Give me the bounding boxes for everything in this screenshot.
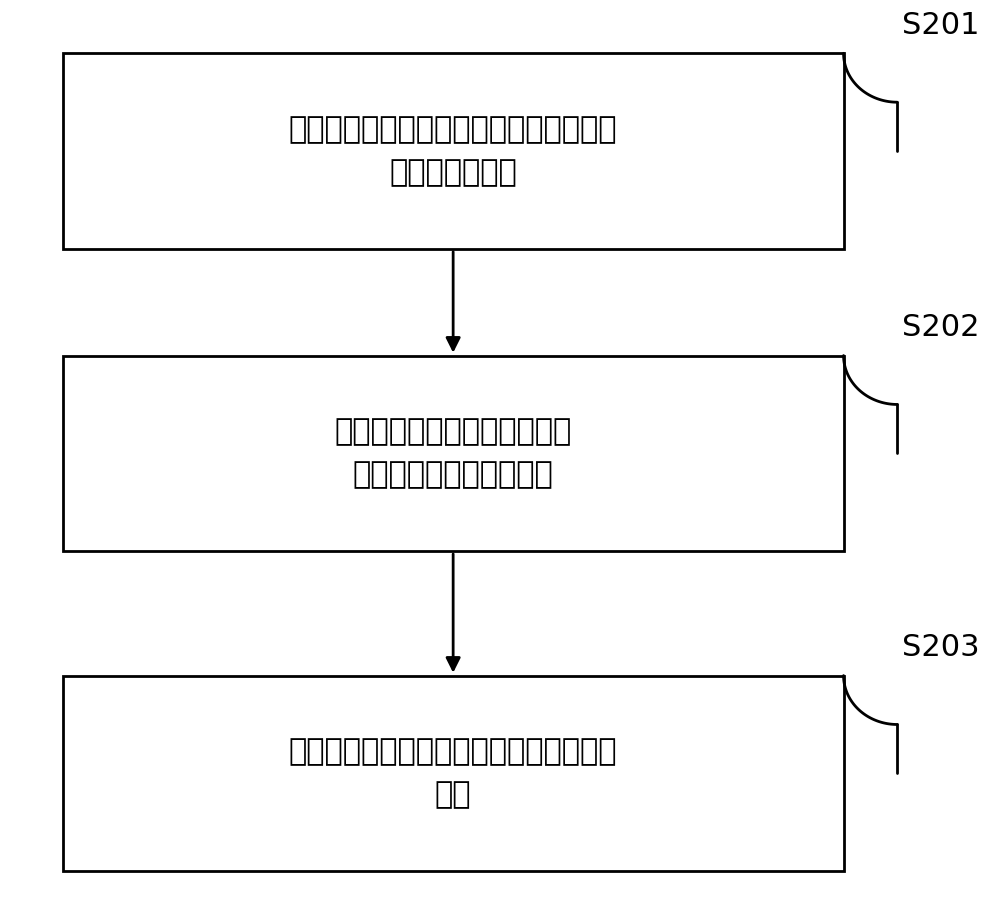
FancyBboxPatch shape [63,355,844,551]
Text: 电磁波吸收率传感器通过各个检测通道获
取各天线的状态: 电磁波吸收率传感器通过各个检测通道获 取各天线的状态 [289,115,617,187]
Text: S202: S202 [902,313,980,342]
Text: S203: S203 [902,633,980,662]
FancyBboxPatch shape [63,53,844,249]
FancyBboxPatch shape [63,676,844,871]
Text: 电子设备的处理器对待调整的天线进行降
功率: 电子设备的处理器对待调整的天线进行降 功率 [289,738,617,809]
Text: 电子设备的处理器根据各天线
的状态确定待调整的天线: 电子设备的处理器根据各天线 的状态确定待调整的天线 [335,418,572,489]
Text: S201: S201 [902,11,980,40]
